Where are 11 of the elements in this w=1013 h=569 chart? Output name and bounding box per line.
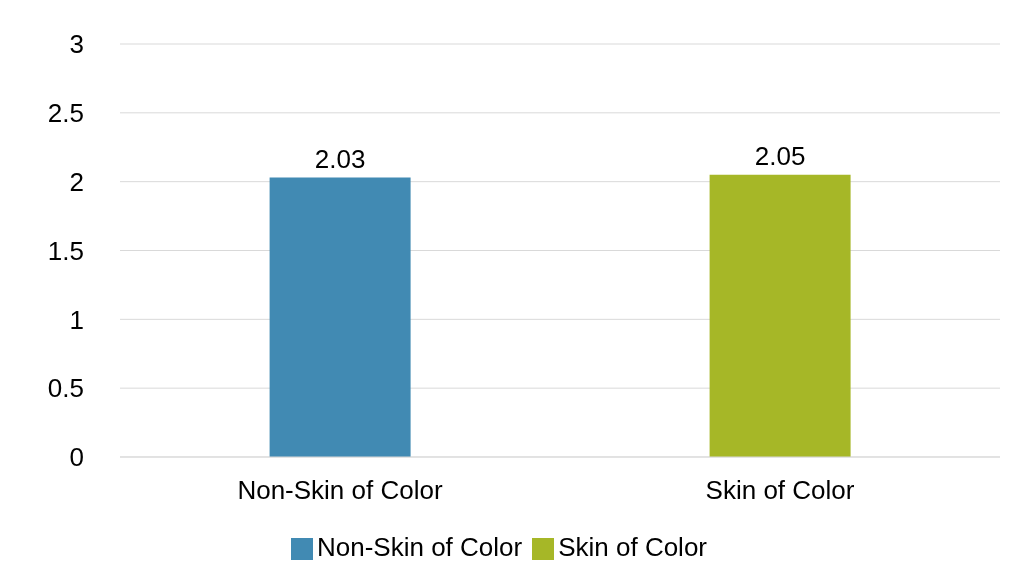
y-tick-label: 2.5: [47, 98, 84, 129]
data-label: 2.03: [314, 143, 366, 174]
y-tick-label: 0: [69, 442, 84, 473]
legend-label: Non-Skin of Color: [316, 532, 523, 562]
data-label: 2.05: [754, 140, 806, 171]
y-tick-label: 3: [69, 29, 84, 60]
y-tick-label: 0.5: [47, 373, 84, 404]
y-tick-label: 1.5: [47, 235, 84, 266]
y-tick-label: 1: [69, 304, 84, 335]
y-tick-label: 2: [69, 166, 84, 197]
legend-label: Skin of Color: [558, 532, 708, 562]
